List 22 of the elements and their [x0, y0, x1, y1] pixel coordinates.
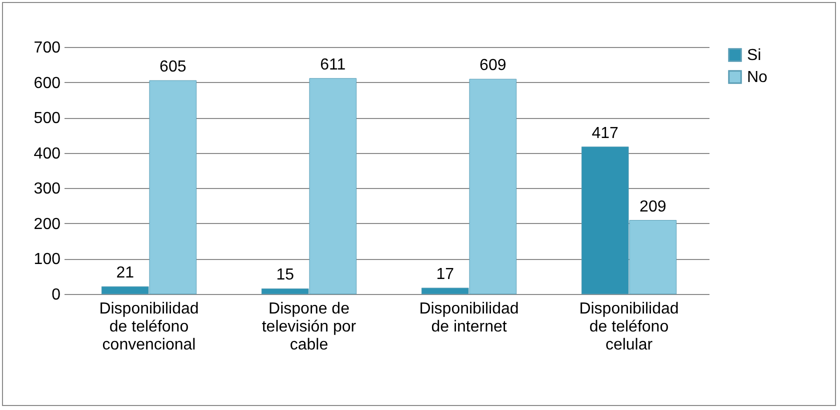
data-label: 209	[640, 198, 666, 216]
y-tick-label: 100	[34, 251, 61, 268]
y-tick-label: 300	[34, 180, 61, 198]
data-label: 17	[436, 266, 454, 283]
x-tick-label: Dispone de televisión por cable	[262, 300, 357, 354]
data-label: 605	[160, 58, 186, 76]
y-tick-label: 400	[34, 145, 61, 162]
data-label: 15	[276, 266, 294, 284]
y-tick-label: 700	[34, 40, 61, 56]
y-tick-label: 200	[34, 216, 61, 233]
data-label: 611	[320, 56, 346, 74]
data-label: 609	[480, 57, 506, 74]
x-tick-label: Disponibilidad de internet	[419, 300, 519, 336]
legend-label: Si	[747, 47, 762, 64]
y-tick-label: 500	[34, 110, 61, 128]
y-tick-label: 0	[52, 286, 61, 304]
y-tick-label: 600	[34, 74, 61, 92]
x-tick-label: Disponibilidad de teléfono convencional	[99, 300, 199, 354]
data-label: 21	[116, 264, 134, 282]
x-tick-label: Disponibilidad de teléfono celular	[579, 300, 679, 354]
legend-label: No	[747, 69, 768, 86]
data-label: 417	[592, 124, 619, 142]
